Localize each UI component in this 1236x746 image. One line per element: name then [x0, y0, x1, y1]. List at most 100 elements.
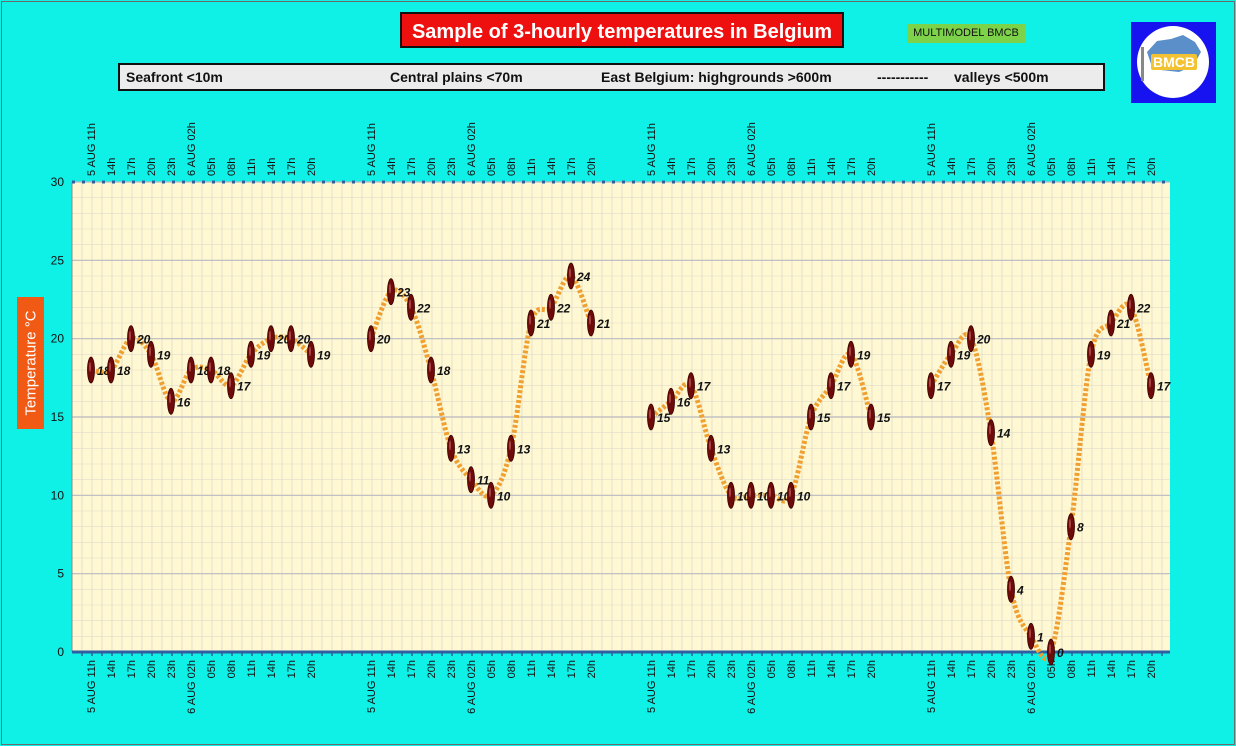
x-tick-label-bottom: 23h [726, 660, 738, 678]
data-label: 14 [997, 427, 1011, 441]
x-tick-label-bottom: 08h [786, 660, 798, 678]
data-label: 18 [217, 364, 231, 378]
data-point [827, 372, 835, 400]
data-point [927, 372, 935, 400]
x-tick-label-top: 23h [1006, 158, 1018, 176]
data-label: 11 [477, 474, 490, 488]
data-point [1007, 575, 1015, 603]
legend-central: Central plains <70m [390, 69, 523, 85]
data-label: 17 [1157, 380, 1172, 394]
x-tick-label-bottom: 14h [106, 660, 118, 678]
data-label: 13 [517, 442, 531, 456]
data-point-highlight [529, 315, 531, 325]
data-point-highlight [849, 346, 851, 357]
x-tick-label-bottom: 17h [126, 660, 138, 678]
data-point [587, 309, 595, 337]
x-tick-label-bottom: 14h [826, 660, 838, 678]
data-label: 15 [877, 411, 891, 425]
data-point-highlight [569, 268, 571, 278]
x-tick-label-bottom: 6 AUG 02h [1026, 660, 1038, 714]
data-point-highlight [469, 471, 471, 482]
data-label: 23 [396, 286, 411, 300]
data-point-highlight [129, 330, 131, 341]
data-point-highlight [269, 330, 271, 341]
data-point [687, 372, 695, 400]
data-point [427, 356, 435, 384]
x-tick-label-bottom: 14h [666, 660, 678, 678]
data-point-highlight [669, 393, 671, 404]
data-label: 19 [957, 348, 971, 362]
x-tick-label-top: 5 AUG 11h [86, 123, 98, 176]
x-tick-label-bottom: 6 AUG 02h [186, 660, 198, 714]
x-tick-label-bottom: 05h [766, 660, 778, 678]
x-tick-label-top: 20h [426, 158, 438, 176]
x-tick-label-bottom: 08h [506, 660, 518, 678]
data-point-highlight [169, 393, 171, 404]
data-label: 17 [237, 380, 252, 394]
data-point-highlight [1109, 315, 1111, 325]
x-tick-label-top: 17h [566, 158, 578, 176]
x-tick-label-top: 20h [1146, 158, 1158, 176]
x-tick-label-bottom: 23h [1006, 660, 1018, 678]
x-tick-label-top: 14h [1106, 158, 1118, 176]
data-point-highlight [309, 346, 311, 357]
data-point [1067, 513, 1075, 541]
x-tick-label-bottom: 6 AUG 02h [466, 660, 478, 714]
x-tick-label-bottom: 20h [306, 660, 318, 678]
x-tick-label-top: 6 AUG 02h [466, 122, 478, 176]
x-tick-label-top: 17h [286, 158, 298, 176]
data-point [267, 325, 275, 353]
x-tick-label-top: 6 AUG 02h [186, 122, 198, 176]
data-point-highlight [729, 487, 731, 498]
data-point [727, 481, 735, 509]
data-label: 18 [117, 364, 131, 378]
data-point [1087, 340, 1095, 368]
data-point [567, 262, 575, 290]
x-tick-label-bottom: 17h [286, 660, 298, 678]
x-tick-label-bottom: 20h [1146, 660, 1158, 678]
x-tick-label-bottom: 11h [246, 660, 258, 678]
data-point [747, 481, 755, 509]
data-label: 16 [177, 395, 191, 409]
data-point [807, 403, 815, 431]
data-label: 8 [1077, 521, 1084, 535]
data-point-highlight [209, 362, 211, 372]
x-tick-label-top: 20h [986, 158, 998, 176]
data-point-highlight [289, 330, 291, 341]
data-label: 20 [276, 333, 291, 347]
data-label: 18 [437, 364, 451, 378]
data-point-highlight [969, 330, 971, 341]
x-tick-label-top: 17h [966, 158, 978, 176]
data-label: 20 [296, 333, 311, 347]
x-tick-label-top: 23h [726, 158, 738, 176]
x-tick-label-bottom: 17h [566, 660, 578, 678]
x-tick-label-bottom: 20h [706, 660, 718, 678]
data-point-highlight [949, 346, 951, 357]
x-tick-label-top: 05h [766, 158, 778, 176]
x-tick-label-top: 11h [806, 158, 818, 176]
x-tick-label-top: 17h [1126, 158, 1138, 176]
data-point [407, 293, 415, 321]
data-label: 15 [657, 411, 671, 425]
x-tick-label-bottom: 5 AUG 11h [646, 660, 658, 713]
x-tick-label-bottom: 14h [386, 660, 398, 678]
legend-seafront: Seafront <10m [126, 69, 223, 85]
data-label: 10 [797, 489, 811, 503]
x-tick-label-top: 17h [406, 158, 418, 176]
data-label: 16 [677, 395, 691, 409]
data-label: 4 [1016, 583, 1024, 597]
data-point-highlight [449, 440, 451, 451]
x-tick-label-top: 14h [266, 158, 278, 176]
data-point [1047, 638, 1055, 666]
x-tick-label-top: 05h [1046, 158, 1058, 176]
data-label: 19 [857, 348, 871, 362]
x-tick-label-top: 17h [846, 158, 858, 176]
data-label: 21 [596, 317, 611, 331]
data-point [247, 340, 255, 368]
data-point [847, 340, 855, 368]
data-point-highlight [549, 299, 551, 310]
x-tick-label-bottom: 11h [526, 660, 538, 678]
x-tick-label-bottom: 08h [1066, 660, 1078, 678]
data-point-highlight [249, 346, 251, 357]
x-tick-label-bottom: 17h [686, 660, 698, 678]
